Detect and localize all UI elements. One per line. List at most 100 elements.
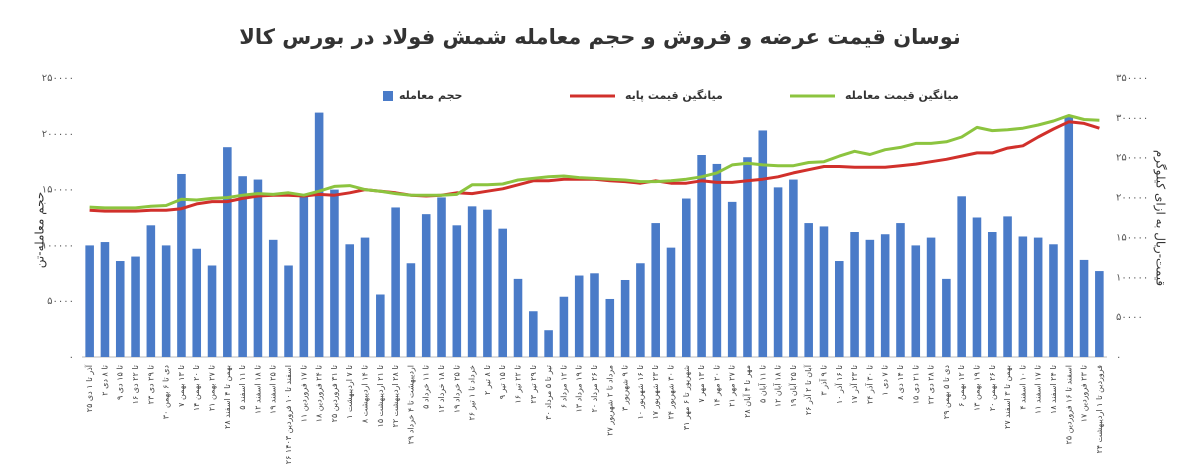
x-tick-label: ۳۰ دی تا ۶ بهمن — [162, 365, 171, 420]
x-tick-label: ۶ تا ۱۲ مرداد — [559, 365, 568, 408]
x-tick-label: ۱۵ تا ۲۱ دی — [911, 365, 920, 404]
bar — [743, 157, 752, 357]
y2-tick-label: ۳۰۰۰۰۰ — [1116, 113, 1148, 124]
bar — [819, 226, 829, 357]
legend-label: حجم معامله — [399, 89, 462, 102]
bar — [1079, 259, 1089, 357]
bar — [1064, 117, 1074, 357]
x-tick-label: ۱۷ تا ۲۳ آذر — [849, 365, 859, 404]
x-tick-label: ۸ تا ۱۴ دی — [896, 365, 905, 400]
y-tick-label: ۱۰۰۰۰۰ — [42, 240, 74, 251]
x-tick-label: ۱۹ تا ۲۵ خرداد — [452, 365, 461, 413]
bar — [972, 217, 982, 357]
x-tick-label: ۲۵ تا ۳۱ فروردین — [330, 365, 339, 422]
x-tick-label: ۱۰ تا ۱۶ شهریور — [636, 365, 645, 420]
bar — [590, 273, 599, 357]
bar — [85, 245, 94, 357]
x-tick-label: ۲۱ تا ۲۷ بهمن — [208, 365, 217, 411]
x-tick-label: ۸ تا ۱۴ اردیبهشت — [361, 365, 370, 423]
y2-tick-label: ۱۰۰۰۰۰ — [1116, 272, 1148, 283]
bar — [437, 197, 446, 357]
bar — [712, 163, 722, 357]
x-tick-label: ۱۲ تا ۱۸ آبان — [773, 365, 783, 407]
bar — [1018, 236, 1028, 357]
x-tick-label: ۱۸ تا ۲۴ فروردین — [315, 365, 324, 422]
x-tick-label: ۵ تا ۱۱ آبان — [757, 365, 767, 403]
x-tick-label: ۱۳ تا ۱۹ مرداد — [575, 365, 584, 413]
y2-tick-label: ۰ — [1116, 352, 1121, 363]
x-tick-label: ۲۶ آبان تا ۲ آذر — [803, 364, 813, 415]
bar — [1033, 237, 1043, 357]
bar — [880, 234, 890, 357]
x-tick-label: ۱۳ تا ۱۹ بهمن — [972, 365, 981, 411]
bar — [192, 248, 202, 357]
bar — [330, 189, 339, 357]
chart-title: نوسان قیمت عرضه و فروش و حجم معامله شمش … — [239, 25, 961, 49]
bar — [207, 265, 217, 357]
x-tick-label: ۱۶ تا ۲۲ دی — [131, 365, 140, 404]
x-tick-label: ۲۴ تا ۳۰ آذر — [864, 365, 874, 404]
bar — [268, 239, 278, 357]
bar — [483, 209, 492, 357]
x-tick-label: ۲۹ اردیبهشت تا ۴ خرداد — [406, 365, 415, 444]
x-tick-label: ۳ تا ۹ آذر — [818, 365, 828, 396]
bar — [865, 239, 875, 357]
x-tick-label: ۲۷ بهمن تا ۳ اسفند — [1003, 365, 1012, 429]
bar — [605, 298, 615, 357]
bar — [177, 173, 186, 357]
x-tick-label: ۱۴ تا ۲۰ مهر — [712, 365, 721, 407]
legend-label: میانگین قیمت پایه — [625, 89, 723, 102]
bar — [1003, 216, 1012, 357]
x-tick-label: ۱۸ تا ۲۴ اسفند — [1049, 365, 1058, 414]
x-tick-label: ۲۳ تا ۲۹ دی — [146, 365, 155, 404]
x-tick-label: ۲۵ اسفند تا ۱۶ فروردین — [1064, 365, 1073, 444]
bar — [620, 279, 630, 357]
x-tick-label: ۲۰ تا ۲۶ بهمن — [988, 365, 997, 411]
y2-tick-label: ۲۵۰۰۰۰ — [1116, 153, 1148, 164]
bar — [467, 206, 477, 357]
x-tick-label: ۱۲ تا ۱۸ خرداد — [437, 365, 446, 413]
bar — [529, 311, 538, 357]
x-tick-label: ۵ تا ۱۱ اسفند — [238, 365, 247, 410]
bar — [314, 112, 324, 357]
bar — [376, 294, 385, 357]
x-tick-label: ۲۲ تا ۲۸ دی — [927, 365, 936, 404]
legend-label: میانگین قیمت معامله — [845, 89, 959, 102]
bar — [834, 261, 844, 357]
x-tick-label: ۴ تا ۱۰ اسفند — [1018, 365, 1027, 410]
bar — [636, 263, 645, 357]
bar — [682, 198, 691, 357]
x-tick-label: ۱ تا ۷ دی — [881, 365, 890, 396]
x-tick-label: ۲۴ فروردین تا ۱ اردیبهشت — [1095, 365, 1104, 454]
bar — [727, 201, 737, 357]
x-tick-label: ۱۶ تا ۲۲ تیر — [514, 365, 523, 404]
y-axis-label: حجم معامله-تن — [33, 192, 48, 268]
y2-tick-label: ۲۰۰۰۰۰ — [1116, 193, 1148, 204]
bar — [345, 244, 355, 357]
x-tick-label: ۲ تا ۸ تیر — [483, 365, 492, 395]
y2-axis-label: قیمت-ریال به ازای کیلوگرم — [1153, 150, 1168, 286]
bar — [498, 228, 507, 357]
x-tick-label: ۲۴ تا ۳۰ شهریور — [666, 365, 675, 420]
bar — [758, 130, 768, 357]
bar — [146, 225, 156, 357]
y2-tick-label: ۱۵۰۰۰۰ — [1116, 232, 1148, 243]
bar — [223, 147, 232, 357]
y2-tick-label: ۳۵۰۰۰۰ — [1116, 73, 1148, 84]
y-tick-label: ۰ — [69, 352, 74, 363]
bar — [559, 296, 569, 357]
x-tick-label: ۷ تا ۱۳ مهر — [697, 365, 706, 403]
bar — [896, 223, 905, 357]
bar — [850, 232, 859, 357]
line — [89, 114, 1100, 210]
x-tick-label: ۹ تا ۱۵ دی — [116, 365, 125, 400]
x-tick-label: ۲۶ اسفند تا ۱۰ فروردین ۱۴۰۳ — [284, 365, 293, 464]
bar — [406, 263, 416, 357]
bar — [697, 155, 706, 357]
x-tick-label: ۷ تا ۱۳ بهمن — [177, 365, 186, 407]
x-tick-label: ۲۷ مرداد تا ۲ شهریور — [605, 365, 614, 436]
x-tick-label: ۱۱ تا ۱۷ اسفند — [1034, 365, 1043, 414]
x-tick-label: ۱۴ تا ۲۰ بهمن — [192, 365, 201, 411]
x-tick-label: ۱۹ تا ۲۵ اسفند — [269, 365, 278, 414]
bar — [957, 196, 966, 357]
